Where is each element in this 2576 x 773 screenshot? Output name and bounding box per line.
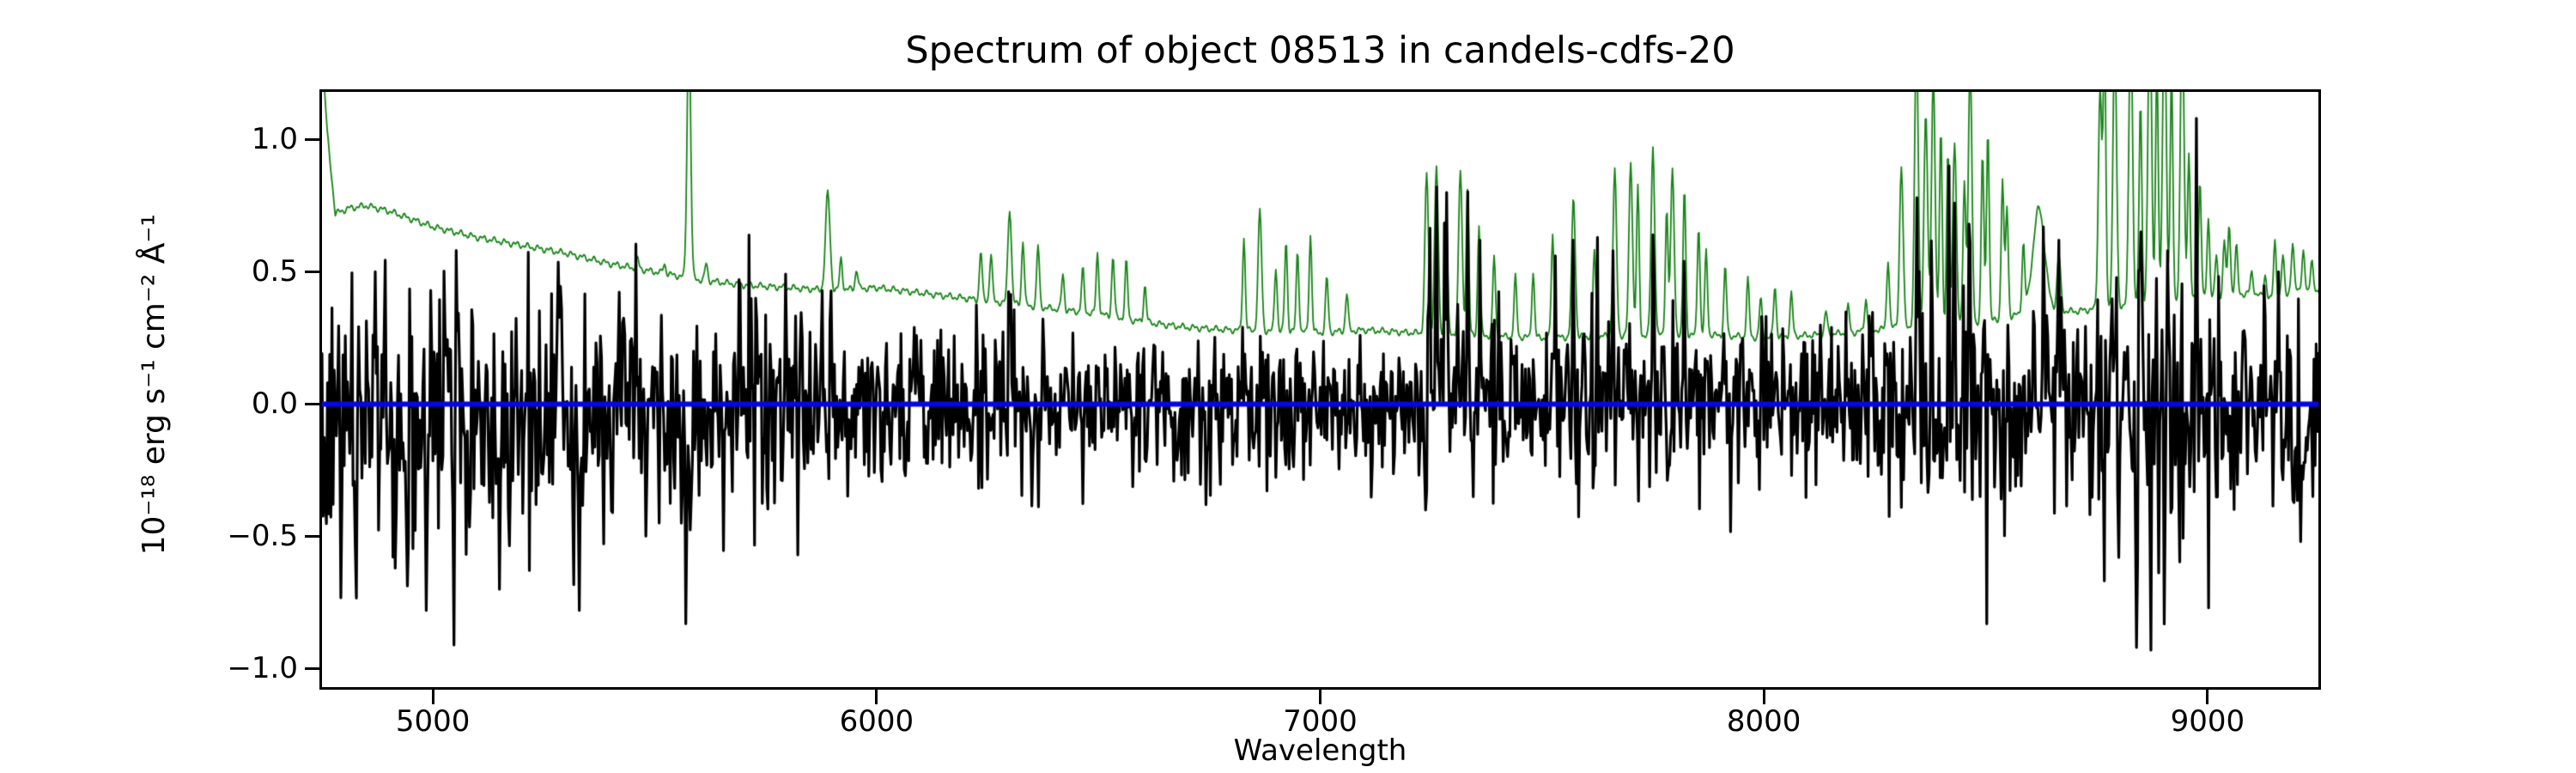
y-tick-label: 1.0 xyxy=(251,122,298,157)
y-tick-mark xyxy=(305,137,319,141)
x-tick-label: 5000 xyxy=(395,704,471,739)
y-tick-mark xyxy=(305,666,319,670)
y-tick-label: 0.0 xyxy=(251,386,298,422)
x-tick-mark xyxy=(431,690,434,704)
x-tick-label: 8000 xyxy=(1726,704,1801,739)
plot-canvas xyxy=(322,92,2318,687)
x-tick-mark xyxy=(875,690,878,704)
y-tick-label: −1.0 xyxy=(227,651,298,686)
y-tick-mark xyxy=(305,270,319,273)
x-tick-mark xyxy=(2206,690,2209,704)
y-tick-label: −0.5 xyxy=(227,519,298,554)
y-tick-mark xyxy=(305,534,319,538)
x-tick-mark xyxy=(1319,690,1321,704)
chart-title: Spectrum of object 08513 in candels-cdfs… xyxy=(905,29,1735,72)
x-tick-mark xyxy=(1762,690,1765,704)
x-tick-label: 7000 xyxy=(1283,704,1358,739)
x-tick-label: 6000 xyxy=(839,704,914,739)
y-tick-label: 0.5 xyxy=(251,254,298,289)
x-axis-label: Wavelength xyxy=(1233,733,1407,768)
y-tick-mark xyxy=(305,402,319,405)
x-tick-label: 9000 xyxy=(2170,704,2245,739)
